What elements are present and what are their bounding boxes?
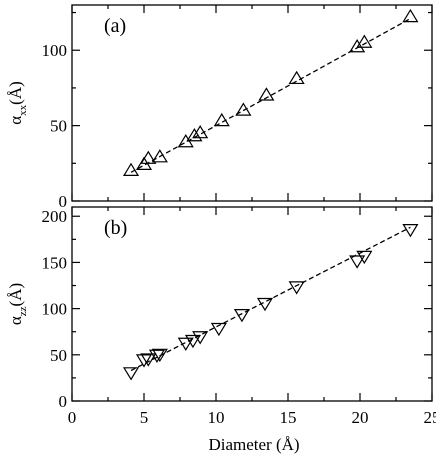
data-point-triangle-down [233,309,250,323]
data-point-triangle-down [184,334,202,349]
y-tick-label: 100 [42,300,68,319]
data-point-triangle-down [356,250,373,265]
data-point-triangle-down [151,348,168,363]
x-axis-title: Diameter (Å) [208,435,299,454]
data-point-triangle-up [213,112,230,127]
fit-line [130,17,411,173]
data-point-triangle-up [186,128,203,142]
x-tick-label: 15 [280,408,297,427]
data-point-triangle-up [402,8,419,23]
panel-b: 0 5 10 15 20 25 0 50 100 150 200 (b) αzz(Å) Diameter … [6,206,436,454]
data-point-triangle-up [192,124,209,139]
y-tick-label: 0 [59,192,68,211]
data-point-triangle-down [288,281,305,295]
data-point-triangle-up [140,150,157,164]
data-point-triangle-down [256,297,274,312]
y-tick-label: 200 [42,207,68,226]
x-tick-label: 25 [424,408,436,427]
data-point-triangle-up [356,34,373,48]
y-tick-label: 0 [59,392,68,411]
data-point-triangle-up [122,162,140,176]
data-point-triangle-down [177,337,194,351]
data-point-triangle-down [349,255,366,269]
data-point-triangle-up [151,149,168,163]
data-point-triangle-up [288,70,305,85]
data-point-triangle-down [122,367,140,381]
data-point-triangle-up [235,102,252,116]
y-tick-label: 100 [42,41,68,60]
x-tick-label: 10 [208,408,225,427]
x-tick-label: 20 [352,408,369,427]
y-axis-title: αzz(Å) [6,283,29,325]
x-tick-label: 5 [140,408,149,427]
panel-label: (b) [104,217,127,239]
y-tick-label: 50 [50,117,67,136]
data-point-triangle-down [402,224,419,238]
data-point-triangle-up [349,39,366,53]
y-axis-title: αxx(Å) [6,81,29,125]
y-tick-label: 50 [50,346,67,365]
data-point-triangle-down [135,354,153,368]
x-tick-label: 0 [68,408,77,427]
data-point-triangle-down [192,331,209,345]
data-point-triangle-down [148,349,166,363]
y-tick-label: 150 [42,253,68,272]
data-point-triangle-down [210,322,227,337]
panel-label: (a) [104,15,126,37]
data-point-triangle-down [140,353,157,367]
panel-a: 0 50 100 (a) αxx(Å) [6,4,433,211]
data-point-triangle-up [258,87,275,101]
